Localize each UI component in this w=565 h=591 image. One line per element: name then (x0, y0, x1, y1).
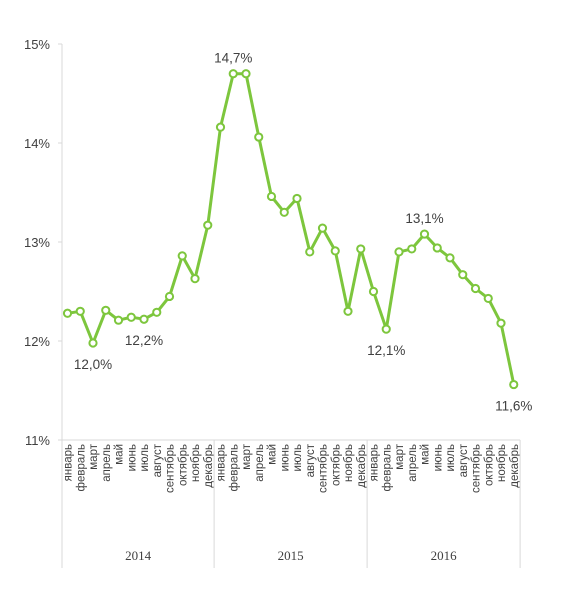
y-tick-label: 14% (24, 136, 50, 151)
x-tick-label: апрель (101, 444, 113, 482)
data-point (279, 207, 289, 217)
x-tick-label: июль (139, 444, 151, 472)
x-tick-label: июль (445, 444, 457, 472)
data-point (407, 244, 417, 254)
year-label: 2014 (125, 548, 152, 563)
data-point (228, 69, 238, 79)
data-point (75, 306, 85, 316)
x-tick-label: апрель (254, 444, 266, 482)
data-point (126, 312, 136, 322)
x-tick-label: февраль (228, 444, 240, 491)
data-point (292, 193, 302, 204)
data-labels: 12,0% 12,2% 14,7% 12,1% 13,1% 11,6% (74, 51, 533, 414)
data-point (215, 122, 226, 132)
x-tick-label: март (394, 443, 406, 469)
data-point (190, 274, 200, 284)
data-point (113, 315, 124, 325)
x-tick-label: август (152, 443, 164, 477)
data-point (496, 318, 506, 328)
x-tick-label: февраль (381, 444, 393, 491)
data-point (343, 306, 353, 316)
year-label: 2015 (278, 548, 304, 563)
x-axis: январь февраль март апрель май июнь июль август… (61, 439, 521, 568)
data-point (381, 324, 391, 334)
y-tick-label: 13% (24, 235, 50, 250)
x-tick-label: июнь (432, 444, 444, 471)
x-tick-label: ноябрь (190, 444, 202, 482)
x-tick-label: апрель (407, 444, 419, 482)
data-point (419, 229, 430, 239)
data-label: 14,7% (214, 51, 252, 66)
x-tick-label: август (458, 443, 470, 477)
data-point (88, 338, 98, 348)
data-point (266, 191, 277, 202)
data-point (152, 307, 162, 317)
x-tick-label: сентябрь (471, 444, 483, 493)
x-tick-label: январь (63, 444, 75, 481)
data-point (177, 251, 187, 261)
series-group (62, 69, 519, 390)
data-label: 13,1% (405, 211, 443, 226)
x-tick-label: декабрь (203, 444, 215, 488)
x-tick-label: сентябрь (165, 444, 177, 493)
data-label: 12,2% (125, 333, 163, 348)
data-point (305, 247, 315, 257)
year-label: 2016 (431, 548, 458, 563)
data-point (394, 247, 404, 257)
data-point (458, 270, 468, 280)
data-point (62, 308, 73, 318)
data-point (509, 379, 519, 390)
data-point (483, 293, 493, 304)
x-tick-label: октябрь (483, 444, 495, 486)
x-tick-label: май (267, 444, 279, 465)
x-tick-label: май (114, 444, 126, 465)
x-tick-label: октябрь (330, 444, 342, 486)
x-tick-label: январь (216, 444, 228, 481)
x-tick-label: март (241, 443, 253, 469)
x-tick-label: май (420, 444, 432, 465)
y-tick-label: 15% (24, 37, 50, 52)
x-tick-label: декабрь (356, 444, 368, 488)
x-tick-label: март (88, 443, 100, 469)
data-point (164, 291, 175, 302)
data-label: 11,6% (495, 399, 532, 414)
data-point (317, 223, 328, 233)
data-point (356, 244, 366, 254)
data-point (254, 132, 264, 142)
x-tick-label: январь (369, 444, 381, 481)
x-tick-label: август (305, 443, 317, 477)
y-axis: 11% 12% 13% 14% 15% (24, 37, 63, 448)
data-point (139, 314, 149, 324)
y-tick-label: 11% (25, 433, 50, 448)
data-point (203, 220, 213, 230)
data-point (432, 243, 442, 253)
x-tick-label: февраль (75, 444, 87, 491)
x-tick-label: декабрь (509, 444, 521, 488)
data-point (368, 286, 379, 297)
x-tick-label: октябрь (177, 444, 189, 486)
data-label: 12,0% (74, 357, 112, 372)
data-point (445, 253, 455, 263)
x-tick-label: ноябрь (496, 444, 508, 482)
data-point (241, 69, 251, 79)
x-tick-label: июнь (279, 444, 291, 471)
x-tick-label: июнь (126, 444, 138, 471)
y-tick-label: 12% (24, 334, 50, 349)
data-label: 12,1% (367, 343, 405, 358)
data-point (101, 305, 111, 315)
x-tick-label: июль (292, 444, 304, 472)
x-tick-label: сентябрь (318, 444, 330, 493)
data-point (330, 246, 340, 256)
data-point (470, 283, 481, 294)
x-tick-label: ноябрь (343, 444, 355, 482)
